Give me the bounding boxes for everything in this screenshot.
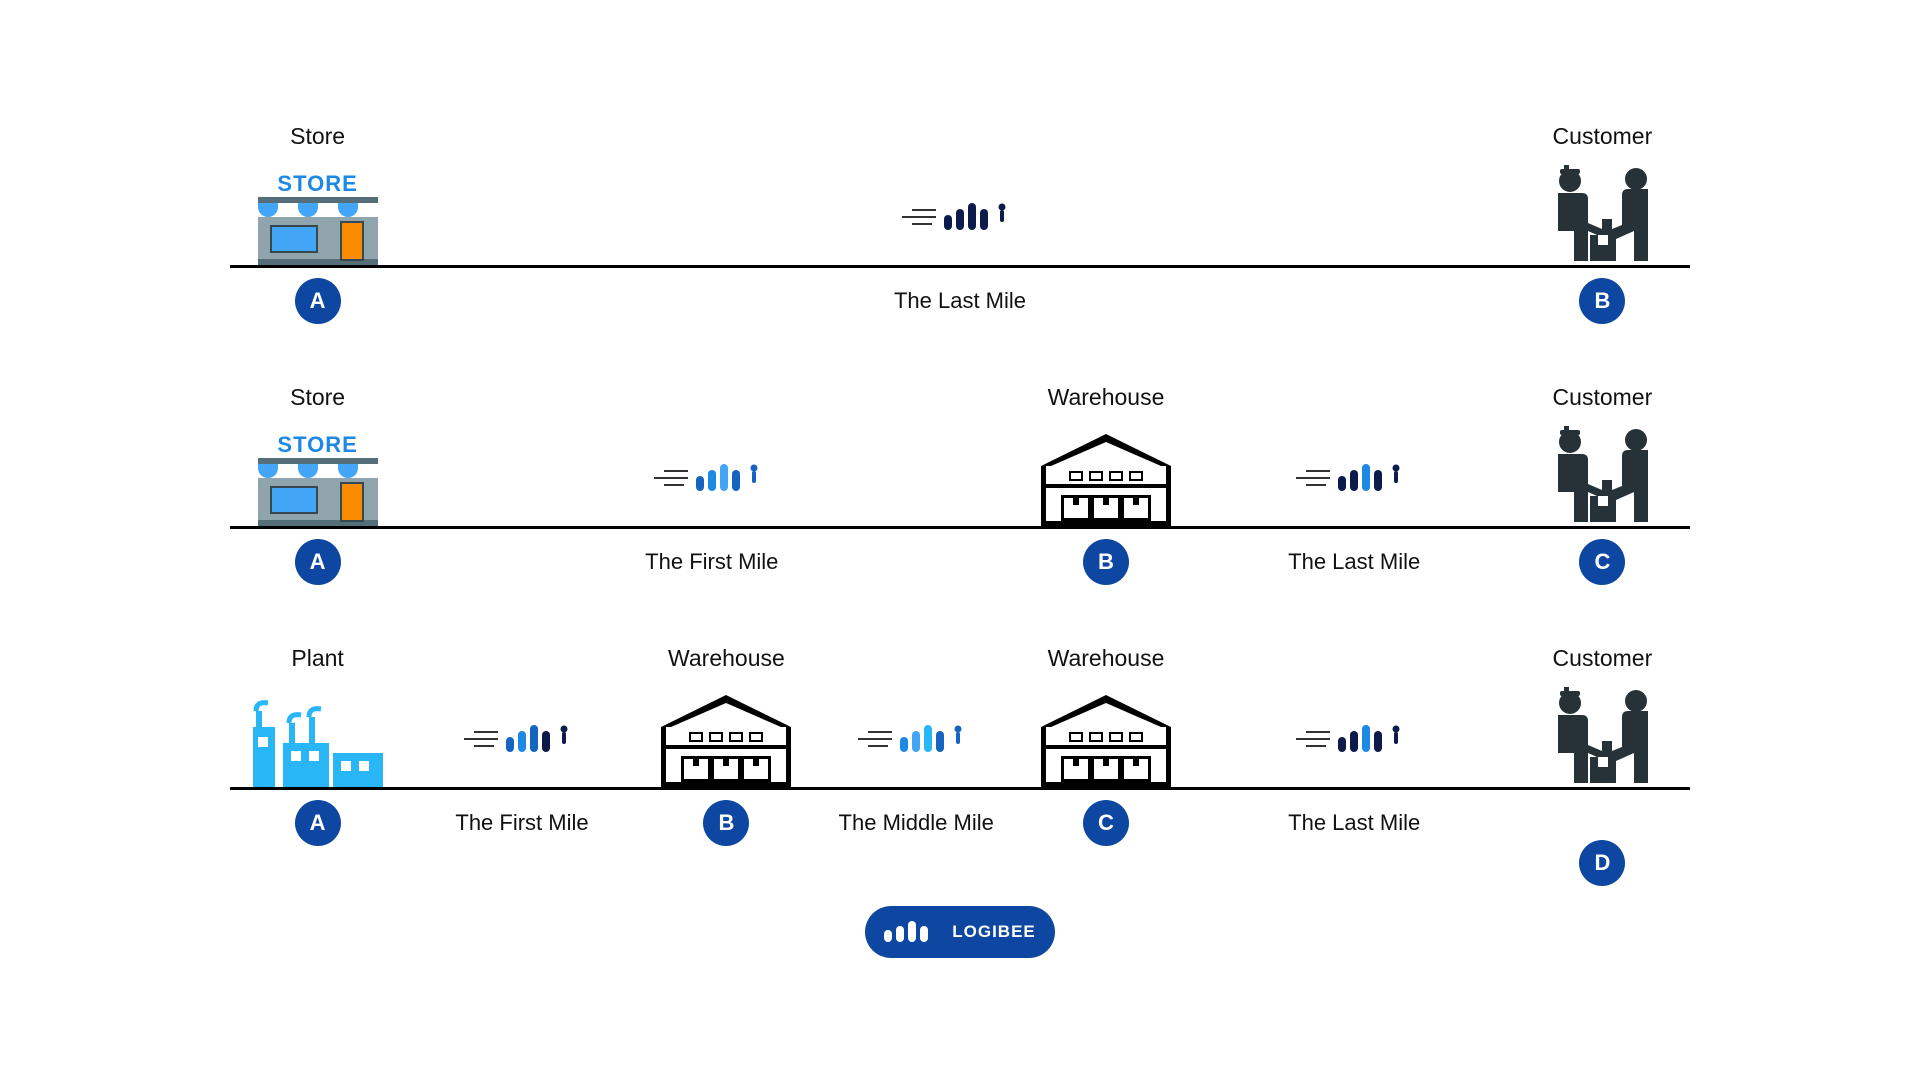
node-badge: A [295,278,341,324]
segment-label: The Middle Mile [839,810,994,836]
brand-name: LOGIBEE [952,922,1036,942]
node-label: Plant [291,645,343,672]
node-badge: C [1083,800,1129,846]
node-badge: A [295,539,341,585]
segment-label: The Last Mile [894,288,1026,314]
node-badge: B [1083,539,1129,585]
node-label: Customer [1553,645,1653,672]
node-badge: D [1579,840,1625,886]
node-label: Warehouse [1048,384,1165,411]
motion-icon [664,464,760,492]
node-badge: B [703,800,749,846]
plant-icon [253,691,383,787]
motion-icon [1306,464,1402,492]
flow-row: Store Warehouse Customer STORE A B C The Firs… [230,384,1690,595]
divider-line [230,526,1690,529]
segment-label: The First Mile [455,810,588,836]
motion-icon [1306,725,1402,753]
node-label: Customer [1553,384,1653,411]
motion-icon [868,725,964,753]
store-icon: STORE [258,171,378,265]
customer-icon [1542,687,1662,787]
segment-label: The Last Mile [1288,549,1420,575]
node-label: Store [290,123,345,150]
node-label: Warehouse [1048,645,1165,672]
customer-icon [1542,165,1662,265]
segment-label: The Last Mile [1288,810,1420,836]
node-label: Customer [1553,123,1653,150]
node-badge: B [1579,278,1625,324]
motion-icon [912,203,1008,231]
segment-label: The First Mile [645,549,778,575]
node-badge: C [1579,539,1625,585]
divider-line [230,787,1690,790]
node-badge: A [295,800,341,846]
customer-icon [1542,426,1662,526]
warehouse-icon [661,695,791,787]
divider-line [230,265,1690,268]
warehouse-icon [1041,434,1171,526]
motion-icon [474,725,570,753]
warehouse-icon [1041,695,1171,787]
node-label: Warehouse [668,645,785,672]
node-label: Store [290,384,345,411]
flow-row: Plant Warehouse Warehouse Customer [230,645,1690,856]
store-icon: STORE [258,432,378,526]
brand-pill: LOGIBEE [865,906,1055,958]
flow-row: Store Customer STORE A B The Last Mile [230,123,1690,334]
